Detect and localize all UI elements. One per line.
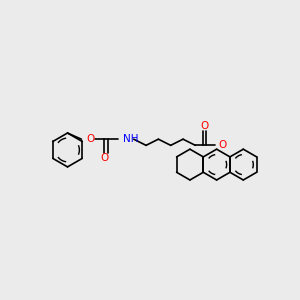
Text: O: O [86, 134, 95, 144]
Text: O: O [218, 140, 227, 150]
Text: NH: NH [123, 134, 138, 144]
Text: O: O [100, 153, 109, 164]
Text: O: O [200, 121, 209, 131]
